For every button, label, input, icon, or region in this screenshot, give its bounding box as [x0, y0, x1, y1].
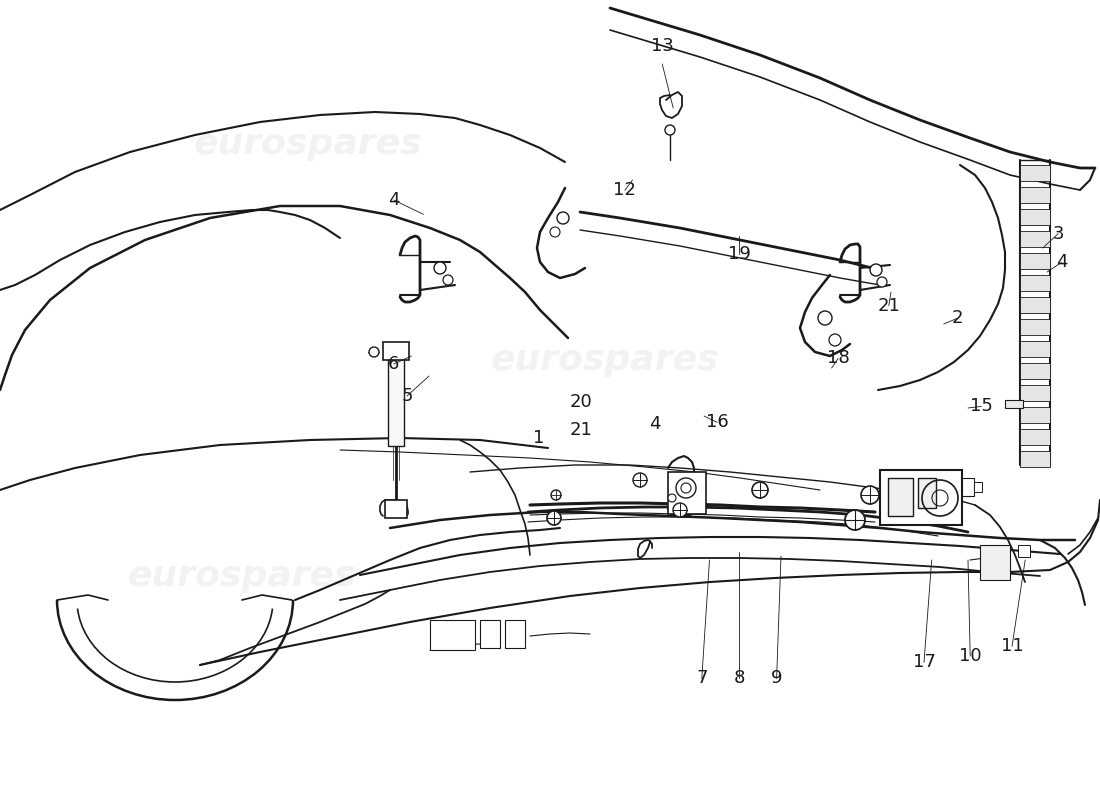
Bar — [1020, 319, 1050, 335]
Circle shape — [547, 511, 561, 525]
Text: 4: 4 — [1056, 254, 1067, 271]
Bar — [383, 342, 409, 360]
Text: 2: 2 — [952, 310, 962, 327]
Text: 11: 11 — [1001, 638, 1023, 655]
Bar — [1020, 363, 1050, 379]
Text: 21: 21 — [878, 297, 900, 314]
Bar — [388, 358, 404, 446]
Text: 6: 6 — [388, 355, 399, 373]
Text: 9: 9 — [771, 670, 782, 687]
Text: 13: 13 — [651, 38, 673, 55]
Bar — [430, 620, 475, 650]
Text: 7: 7 — [696, 670, 707, 687]
Circle shape — [877, 277, 887, 287]
Text: 4: 4 — [388, 191, 399, 209]
Circle shape — [668, 494, 676, 502]
Bar — [1020, 231, 1050, 247]
Bar — [1020, 187, 1050, 203]
Circle shape — [673, 503, 688, 517]
Text: 8: 8 — [734, 670, 745, 687]
Bar — [480, 620, 501, 648]
Text: eurospares: eurospares — [128, 559, 356, 593]
Bar — [1020, 275, 1050, 291]
Circle shape — [752, 482, 768, 498]
Bar — [1020, 209, 1050, 225]
Circle shape — [550, 227, 560, 237]
Bar — [962, 478, 974, 496]
Circle shape — [434, 262, 446, 274]
Bar — [385, 500, 407, 518]
Bar — [888, 478, 913, 516]
Circle shape — [845, 510, 865, 530]
Circle shape — [632, 473, 647, 487]
Bar — [1020, 429, 1050, 445]
Circle shape — [557, 212, 569, 224]
Bar — [668, 472, 706, 514]
Circle shape — [666, 125, 675, 135]
Circle shape — [443, 275, 453, 285]
Bar — [880, 470, 962, 525]
Text: 4: 4 — [649, 415, 660, 433]
Text: 16: 16 — [706, 414, 728, 431]
Circle shape — [829, 334, 842, 346]
Text: 18: 18 — [827, 350, 849, 367]
Bar — [1020, 253, 1050, 269]
Circle shape — [870, 264, 882, 276]
Bar — [1020, 451, 1050, 467]
Bar — [1020, 341, 1050, 357]
Text: 1: 1 — [534, 430, 544, 447]
Circle shape — [551, 490, 561, 500]
Circle shape — [861, 486, 879, 504]
Text: 15: 15 — [970, 398, 992, 415]
Text: 3: 3 — [1053, 225, 1064, 242]
Bar — [1020, 165, 1050, 181]
Circle shape — [818, 311, 832, 325]
Text: 5: 5 — [402, 387, 412, 405]
Bar — [1020, 385, 1050, 401]
Bar — [1020, 297, 1050, 313]
Bar — [1020, 407, 1050, 423]
Text: 20: 20 — [570, 393, 592, 410]
Bar — [1005, 400, 1023, 408]
Bar — [918, 478, 936, 508]
Bar — [1018, 545, 1030, 557]
Bar — [980, 545, 1010, 580]
Text: 17: 17 — [913, 654, 935, 671]
Text: 12: 12 — [614, 182, 636, 199]
Text: 21: 21 — [570, 422, 592, 439]
Bar — [505, 620, 525, 648]
Bar — [974, 482, 982, 492]
Text: 19: 19 — [728, 246, 750, 263]
Text: 10: 10 — [959, 647, 981, 665]
Text: eurospares: eurospares — [491, 343, 719, 377]
Circle shape — [368, 347, 379, 357]
Text: eurospares: eurospares — [194, 127, 422, 161]
